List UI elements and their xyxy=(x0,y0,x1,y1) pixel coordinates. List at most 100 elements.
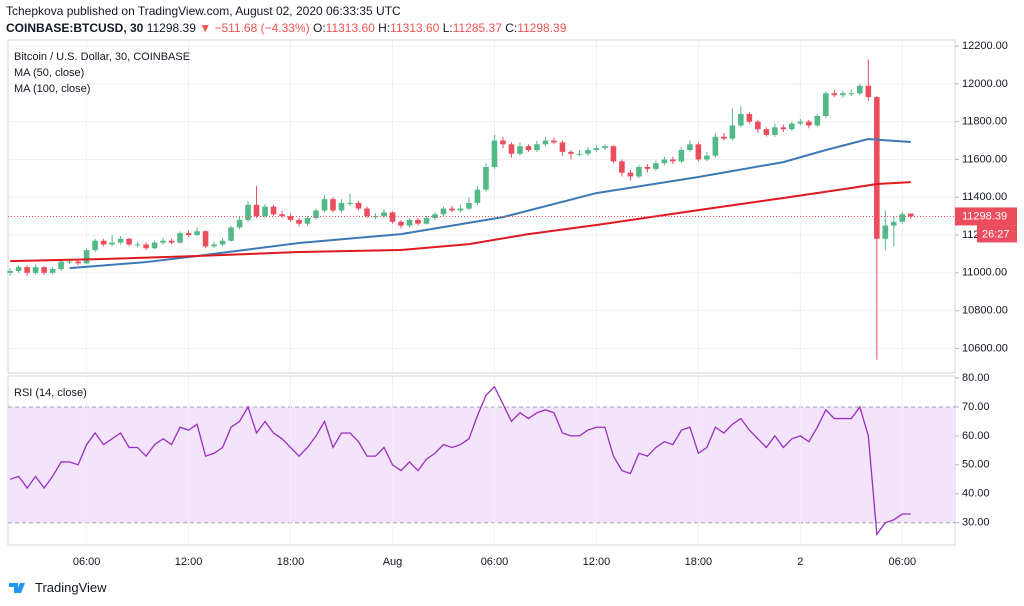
candle-body xyxy=(882,225,889,239)
candle-body xyxy=(831,93,838,96)
x-tick-label: 18:00 xyxy=(685,556,713,568)
moving-average xyxy=(69,138,911,270)
moving-average xyxy=(10,181,911,263)
candle-body xyxy=(610,146,617,162)
candle-body xyxy=(457,208,464,211)
candle-body xyxy=(134,244,141,246)
candle-body xyxy=(483,167,489,190)
candle-body xyxy=(194,231,200,236)
candle-body xyxy=(117,238,124,243)
candle-body xyxy=(687,144,693,150)
candle-body xyxy=(415,219,421,224)
candle-body xyxy=(576,153,583,155)
candle-body xyxy=(262,206,268,217)
candle-body xyxy=(763,129,770,135)
candle-body xyxy=(168,240,175,243)
candle-body xyxy=(517,146,523,154)
countdown: 26:27 xyxy=(982,228,1010,240)
candle-body xyxy=(126,238,132,245)
candle-body xyxy=(738,114,744,126)
open: 11313.60 xyxy=(325,21,375,35)
last-price-label: 11298.39 xyxy=(962,210,1007,222)
close-label: C: xyxy=(505,21,518,35)
candle-body xyxy=(474,189,481,203)
candle-body xyxy=(449,208,455,211)
price-pane xyxy=(7,39,956,374)
candle-body xyxy=(593,148,600,150)
high-label: H: xyxy=(378,21,391,35)
candle-body xyxy=(695,144,702,160)
candle-body xyxy=(364,208,370,217)
y-tick-label: 12000.00 xyxy=(962,78,1008,90)
x-tick-label: 18:00 xyxy=(277,556,305,568)
change-arrow: ▼ xyxy=(199,21,212,35)
candle-body xyxy=(330,199,336,211)
candle-body xyxy=(440,208,447,215)
candle-body xyxy=(381,212,387,217)
y-tick-label: 11400.00 xyxy=(962,191,1007,203)
candle-body xyxy=(865,85,872,98)
y-tick-label: 10800.00 xyxy=(962,305,1008,317)
header: Tchepkova published on TradingView.com, … xyxy=(6,3,566,37)
candle-body xyxy=(7,270,13,273)
y-tick-label: 11000.00 xyxy=(962,267,1007,279)
rsi-band xyxy=(8,406,955,523)
candle-body xyxy=(899,214,906,222)
pane-title: RSI (14, close) xyxy=(14,387,87,399)
candle-body xyxy=(908,213,914,217)
last-price-tag xyxy=(955,207,1017,226)
candle-body xyxy=(398,221,404,226)
x-tick-label: Aug xyxy=(383,556,403,568)
candle-body xyxy=(372,216,379,218)
candle-body xyxy=(24,267,30,273)
pane-line xyxy=(8,376,955,545)
open-label: O: xyxy=(312,21,326,35)
candle-body xyxy=(279,214,285,217)
candle-body xyxy=(840,93,846,96)
low-label: L: xyxy=(442,21,453,35)
x-tick-label: 12:00 xyxy=(583,556,611,568)
candle-body xyxy=(491,140,498,168)
candle-body xyxy=(721,136,727,139)
pane-title: Bitcoin / U.S. Dollar, 30, COINBASE xyxy=(14,51,190,63)
candle-body xyxy=(406,219,413,226)
candle-body xyxy=(41,267,47,273)
y-tick-label: 40.00 xyxy=(962,488,990,500)
change: −511.68 (−4.33%) xyxy=(214,21,310,35)
candle-body xyxy=(619,161,625,173)
candle-body xyxy=(780,127,787,130)
candle-body xyxy=(874,97,880,239)
close: 11298.39 xyxy=(517,21,567,35)
y-tick-label: 10600.00 xyxy=(962,342,1008,354)
x-tick-label: 06:00 xyxy=(73,556,101,568)
candle-body xyxy=(423,218,430,224)
candle-body xyxy=(678,149,685,162)
candle-body xyxy=(602,146,608,149)
candle-body xyxy=(670,159,676,162)
symbol: COINBASE:BTCUSD, 30 xyxy=(6,21,144,35)
candle-body xyxy=(143,244,149,249)
candle-body xyxy=(75,261,81,264)
candle-body xyxy=(253,204,260,217)
candle-body xyxy=(58,261,64,270)
candle-body xyxy=(704,155,710,160)
candle-body xyxy=(185,233,192,236)
candle-body xyxy=(109,242,115,245)
candle-body xyxy=(219,240,226,245)
candle-body xyxy=(891,221,897,226)
candle-body xyxy=(49,269,56,273)
high: 11313.60 xyxy=(390,21,440,35)
candle-body xyxy=(636,167,642,177)
candle-body xyxy=(551,140,557,143)
candle-body xyxy=(83,250,90,264)
y-tick-label: 80.00 xyxy=(962,372,990,384)
last-price: 11298.39 xyxy=(146,21,196,35)
y-tick-label: 60.00 xyxy=(962,430,990,442)
candle-body xyxy=(525,146,532,150)
symbol-line: COINBASE:BTCUSD, 30 11298.39 ▼ −511.68 (… xyxy=(6,20,566,37)
candle-body xyxy=(772,127,778,135)
x-tick-label: 06:00 xyxy=(889,556,917,568)
candle-body xyxy=(712,136,719,156)
